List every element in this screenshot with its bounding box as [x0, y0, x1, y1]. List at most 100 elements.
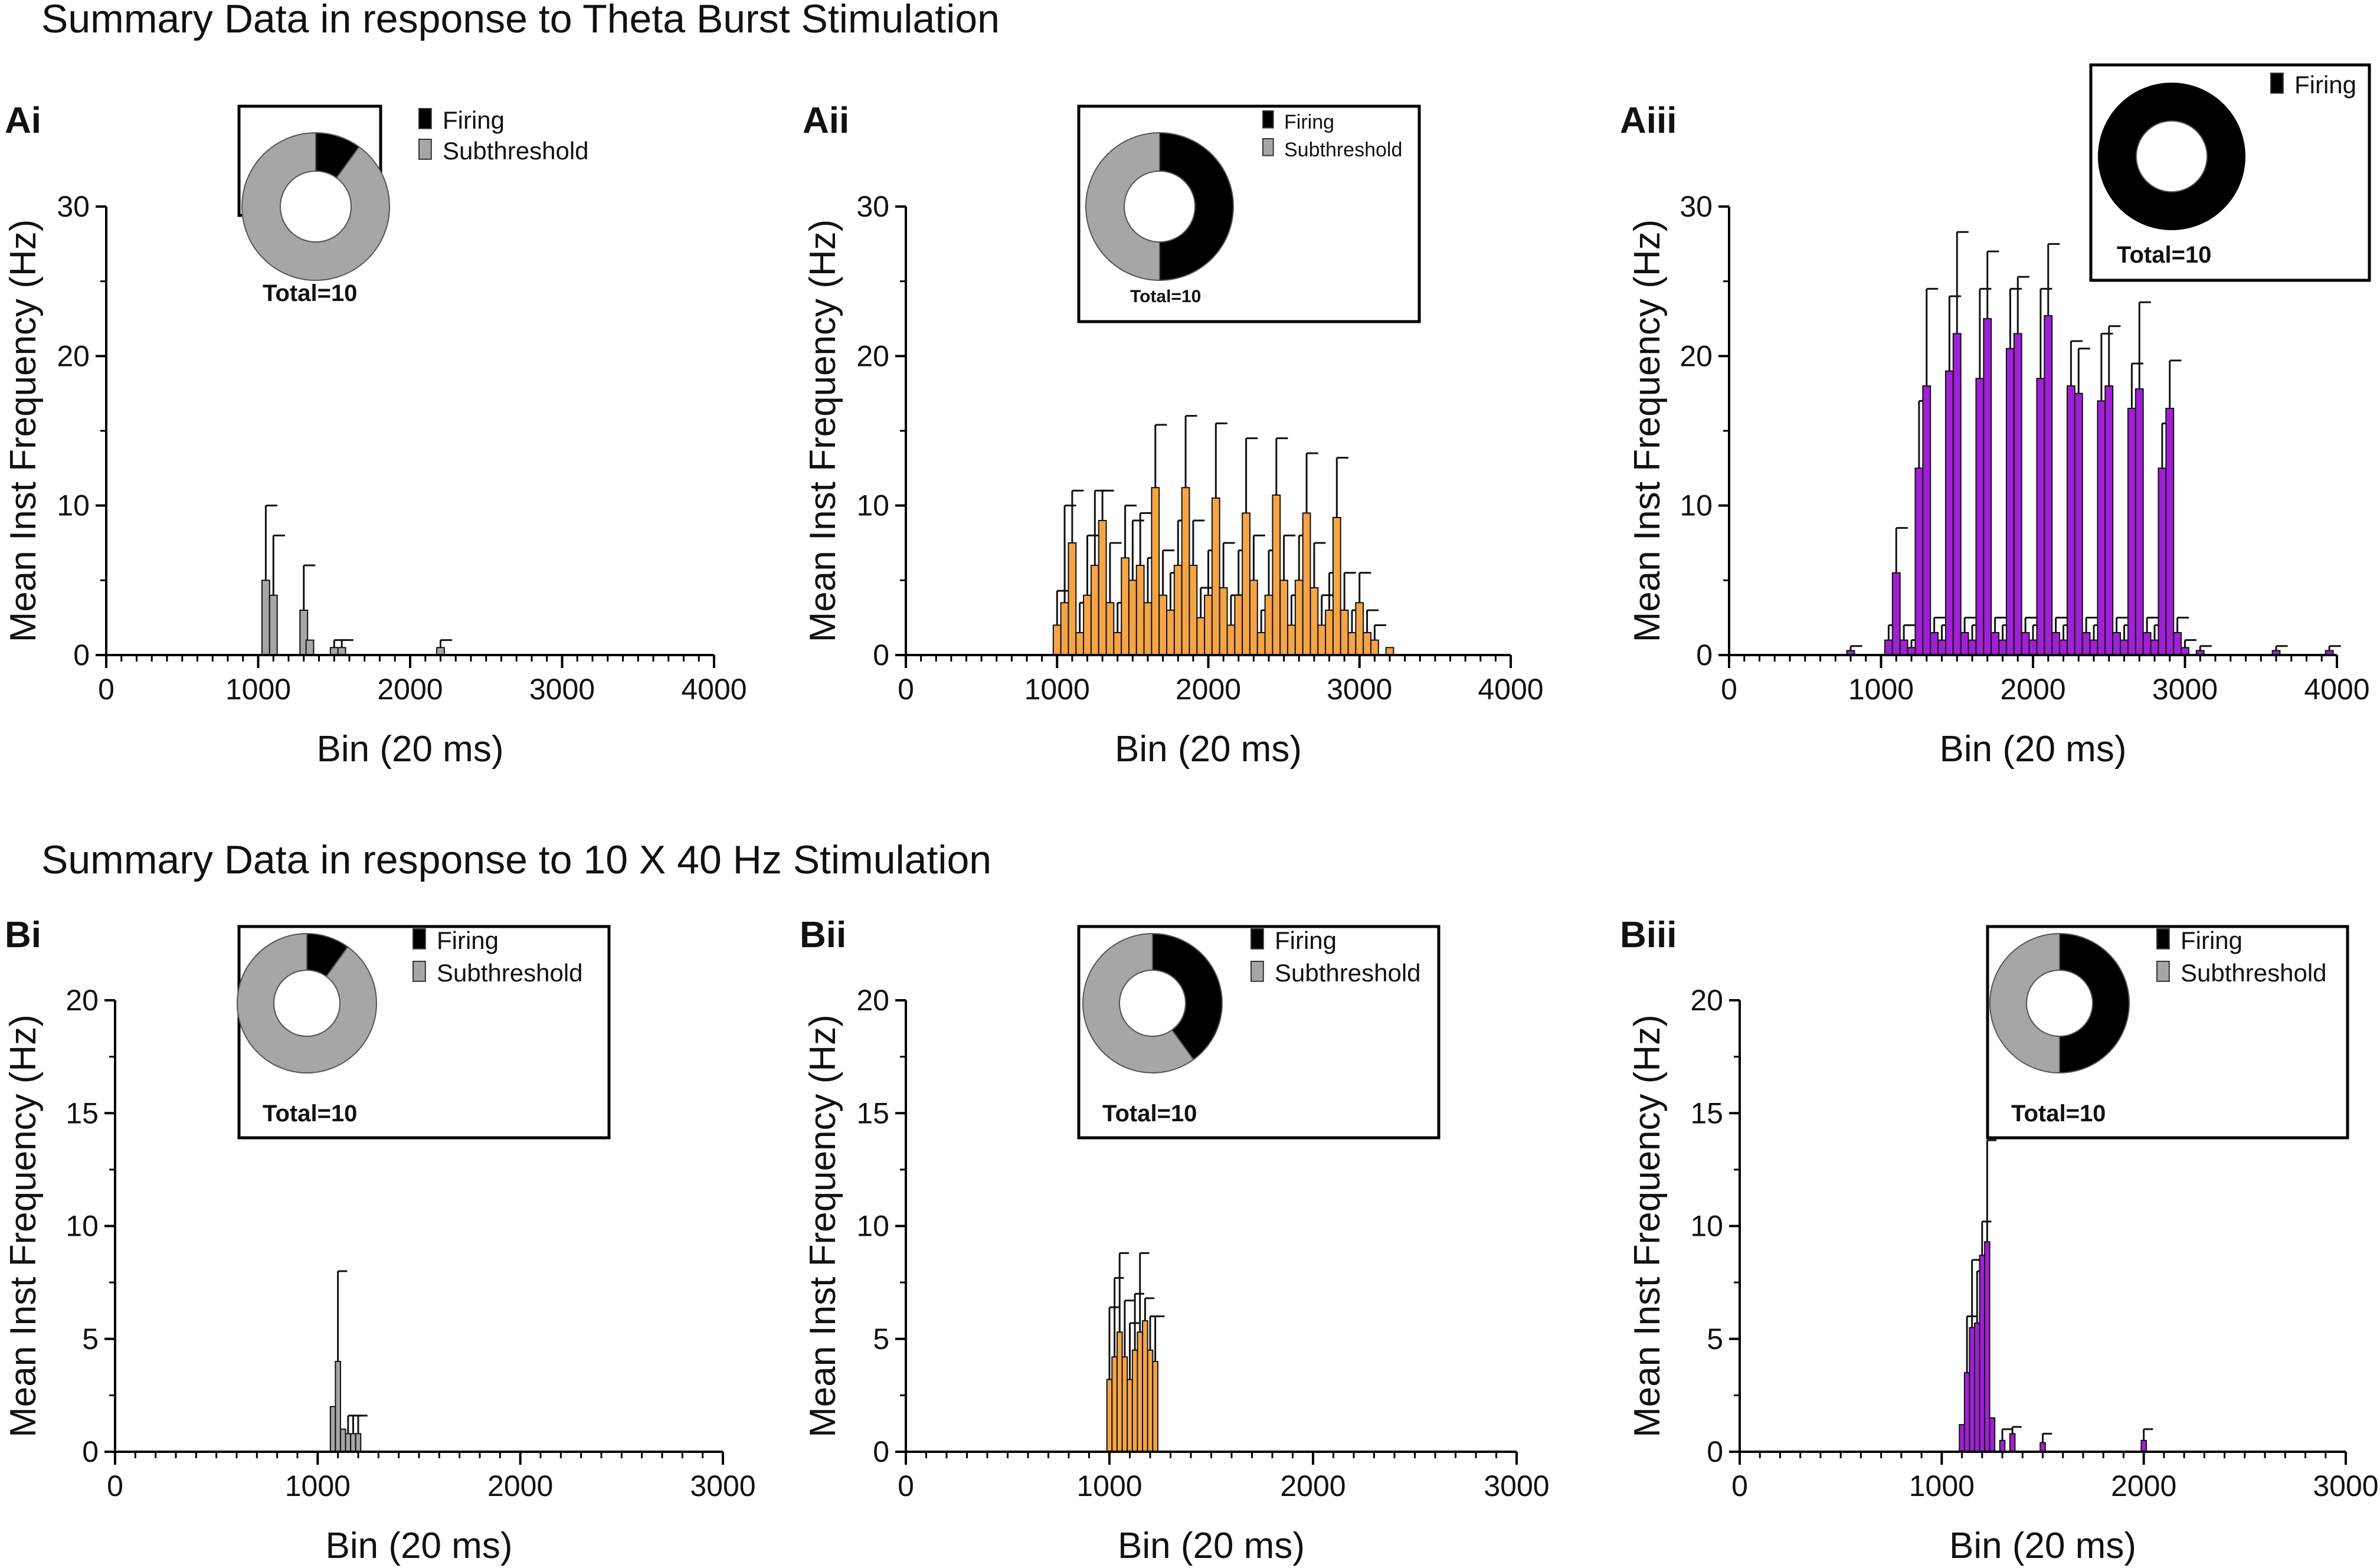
section-title-40hz: Summary Data in response to 10 X 40 Hz S…: [41, 837, 991, 882]
panel-label: Bi: [5, 915, 41, 955]
bar: [1944, 370, 1954, 656]
y-axis-title: Mean Inst Frequency (Hz): [1627, 1014, 1668, 1438]
bar: [335, 1361, 341, 1452]
bar: [1991, 632, 2000, 656]
bar: [1083, 594, 1092, 656]
bar: [2173, 632, 2182, 656]
bar: [1166, 610, 1175, 656]
legend-label-subthreshold: Subthreshold: [1275, 959, 1421, 987]
y-tick-label: 15: [856, 1096, 889, 1130]
bar: [2150, 639, 2159, 656]
bar: [1137, 1331, 1144, 1452]
x-tick-label: 3000: [2152, 673, 2218, 706]
y-axis-title: Mean Inst Frequency (Hz): [3, 1014, 44, 1438]
x-axis-title: Bin (20 ms): [1118, 1526, 1305, 1566]
bar: [2051, 632, 2061, 656]
x-tick-label: 1000: [1076, 1469, 1142, 1502]
bar: [2005, 348, 2015, 656]
bar: [1294, 580, 1304, 656]
panel-label: Ai: [5, 100, 41, 141]
bar: [1135, 565, 1145, 656]
bar: [1998, 639, 2007, 656]
x-tick-label: 0: [107, 1469, 123, 1502]
y-tick-label: 20: [1680, 339, 1713, 372]
x-tick-label: 3000: [1484, 1469, 1549, 1502]
donut-total: Total=10: [263, 280, 357, 306]
legend-label-firing: Firing: [2181, 927, 2242, 954]
bar: [1340, 610, 1349, 656]
bar: [1937, 639, 1946, 656]
legend-swatch-firing: [2156, 928, 2170, 950]
bar: [1264, 594, 1274, 656]
x-tick-label: 0: [1721, 673, 1737, 706]
y-tick-label: 20: [856, 339, 889, 372]
bar: [1355, 602, 1364, 656]
x-axis-title: Bin (20 ms): [317, 729, 504, 770]
donut-slice-firing: [2098, 83, 2245, 230]
bar: [1142, 1320, 1148, 1452]
donut-total: Total=10: [263, 1101, 357, 1127]
panel-bii: Bii 0 5 10 15 20 0 1000 2000 3000 Bin (20 ms) Mean …: [800, 915, 1550, 1566]
bar: [1287, 624, 1296, 656]
bar: [2158, 467, 2167, 656]
bar: [1075, 632, 1085, 656]
y-tick-label: 5: [82, 1323, 99, 1356]
panel-bi: Bi 0 5 10 15 20 0 1000 2000 3000 Bin (20 ms) Mean I…: [3, 915, 756, 1566]
x-axis-title: Bin (20 ms): [1940, 729, 2127, 770]
bar: [1068, 542, 1077, 656]
bar: [2104, 385, 2114, 656]
x-axis-title: Bin (20 ms): [1949, 1526, 2136, 1566]
legend-label-firing: Firing: [1275, 927, 1337, 954]
bar: [2089, 639, 2099, 656]
bar: [2039, 1442, 2046, 1452]
legend-label-firing: Firing: [1284, 111, 1334, 133]
bar: [2074, 392, 2083, 656]
bar: [1332, 516, 1341, 656]
x-tick-label: 3000: [1327, 673, 1392, 706]
panel-biii: Biii 0 5 10 15 20 0 1000 2000 3000 Bin (20 ms) Mean…: [1620, 915, 2379, 1566]
bar: [1975, 378, 1985, 656]
bar: [2142, 632, 2152, 656]
y-tick-label: 0: [82, 1435, 99, 1468]
bar: [1196, 617, 1206, 656]
y-tick-label: 10: [66, 1210, 99, 1243]
panel-label: Biii: [1620, 915, 1677, 955]
y-tick-label: 0: [873, 639, 889, 672]
bar: [1113, 632, 1122, 656]
bar: [1234, 594, 1243, 656]
bar: [1930, 632, 1939, 656]
legend-label-subthreshold: Subthreshold: [1284, 139, 1402, 161]
donut-total: Total=10: [2011, 1101, 2106, 1127]
y-tick-label: 10: [856, 1210, 889, 1243]
x-tick-label: 2000: [1280, 1469, 1345, 1502]
bar: [350, 1433, 356, 1452]
bar: [1963, 1372, 1970, 1452]
panel-aiii: Aiii 0 10 20 30 0 1000 2000 3000 4000 Bin (20 ms) M…: [1620, 63, 2371, 770]
x-tick-label: 2000: [1176, 673, 1241, 706]
bar: [2140, 1439, 2147, 1452]
donut-hole: [1124, 171, 1196, 243]
donut-total: Total=10: [1130, 287, 1201, 306]
bar: [2120, 639, 2129, 656]
x-tick-label: 4000: [1478, 673, 1543, 706]
bar: [1973, 1322, 1980, 1453]
bar: [1226, 624, 1236, 656]
legend-swatch-firing: [418, 108, 432, 129]
x-tick-label: 0: [1731, 1469, 1748, 1502]
bar: [2044, 315, 2053, 656]
bar: [339, 1428, 346, 1452]
legend-swatch-subthreshold: [2156, 961, 2170, 982]
donut-hole: [2136, 120, 2208, 192]
bar: [261, 580, 270, 656]
legend-swatch-firing: [413, 928, 426, 950]
bar: [1189, 565, 1198, 656]
legend-swatch-subthreshold: [413, 961, 426, 982]
x-tick-label: 1000: [225, 673, 291, 706]
y-tick-label: 15: [66, 1096, 99, 1130]
y-tick-label: 0: [73, 639, 90, 672]
bar: [355, 1433, 362, 1452]
y-tick-label: 30: [856, 190, 889, 223]
bar: [329, 1406, 336, 1452]
bar: [2097, 400, 2106, 656]
panel-ai: Ai 0 10 20 30 0 1000 2000 3000 4000 Bin (20 ms) Mea…: [3, 100, 747, 770]
